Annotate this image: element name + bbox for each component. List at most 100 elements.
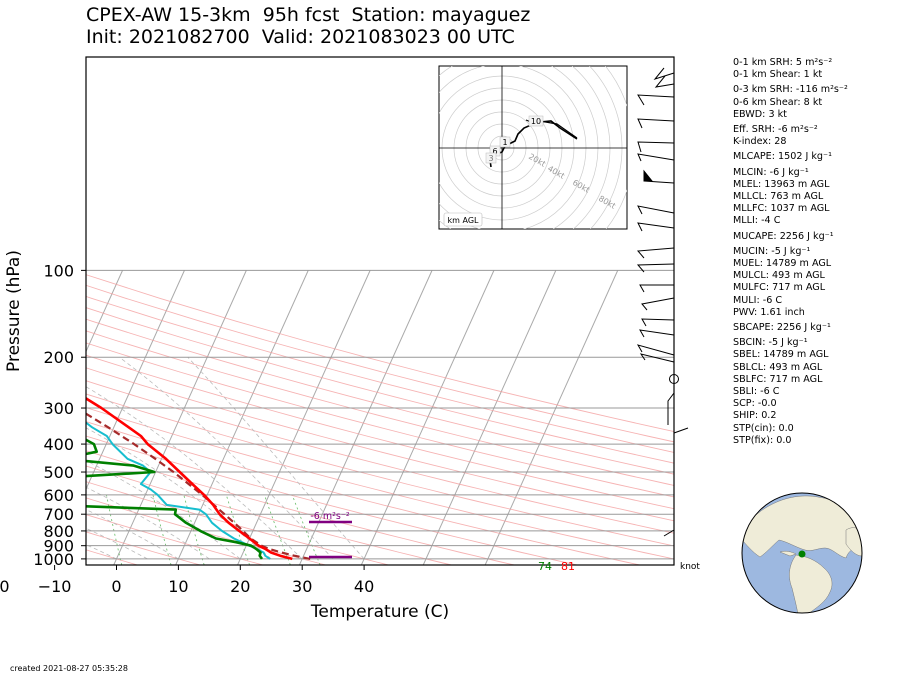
dry-adiabat <box>86 367 674 522</box>
index-line: STP(fix): 0.0 <box>733 434 792 446</box>
dry-adiabat <box>86 295 674 453</box>
plot-frame <box>85 56 675 566</box>
isotherm <box>422 270 557 565</box>
wind-barb <box>653 67 675 80</box>
globe-land-south-america <box>789 554 833 613</box>
x-tick-label: 10 <box>168 577 188 596</box>
index-line: SBLFC: 717 m AGL <box>733 373 823 385</box>
index-line: STP(cin): 0.0 <box>733 422 794 434</box>
index-line: MLEL: 13963 m AGL <box>733 178 830 190</box>
wind-barb <box>639 284 674 293</box>
mixing-ratio-line <box>291 494 321 565</box>
dry-adiabat <box>86 380 674 534</box>
index-line: SCP: -0.0 <box>733 398 777 410</box>
location-globe <box>741 492 863 614</box>
y-tick-label: 700 <box>43 505 74 524</box>
dry-adiabat <box>86 342 674 498</box>
indices-panel: 0-1 km SRH: 5 m²s⁻² 0-1 km Shear: 1 kt 0-3… <box>733 57 848 447</box>
x-tick-label: −20 <box>0 577 10 596</box>
title-line-2: Init: 2021082700 Valid: 2021083023 00 UT… <box>86 26 515 48</box>
index-line: 0-1 km SRH: 5 m²s⁻² <box>733 57 833 68</box>
index-line: MLLCL: 763 m AGL <box>733 191 824 203</box>
wind-barb <box>641 318 675 327</box>
index-line: Eff. SRH: -6 m²s⁻² <box>733 124 818 136</box>
wind-barb-flag <box>643 169 654 182</box>
globe-outline <box>741 492 863 614</box>
dry-adiabat <box>86 514 264 565</box>
hodo-corner-box <box>443 212 483 227</box>
x-tick-label: 20 <box>230 577 250 596</box>
hodo-height-box <box>499 136 511 148</box>
y-tick-label: 300 <box>43 399 74 418</box>
dry-adiabat <box>86 407 674 560</box>
isotherm <box>298 270 433 565</box>
y-tick-label: 1000 <box>33 550 74 569</box>
isotherm <box>484 270 619 565</box>
index-line: MUCAPE: 2256 J kg⁻¹ <box>733 230 834 242</box>
isotherm <box>86 270 123 353</box>
index-line: MLCIN: -6 J kg⁻¹ <box>733 166 809 178</box>
dry-adiabat <box>86 330 674 486</box>
x-tick-label: −10 <box>38 577 72 596</box>
hodo-height-label: 1 <box>502 138 507 147</box>
x-tick-label: 40 <box>354 577 374 596</box>
hodo-height-label: 10 <box>531 117 541 126</box>
eff-srh-label: -6 m²s⁻² <box>310 511 350 522</box>
created-timestamp: created 2021-08-27 05:35:28 <box>10 664 128 673</box>
dry-adiabat <box>86 274 674 433</box>
dry-adiabat <box>86 318 674 475</box>
index-line: MLLI: -4 C <box>733 215 781 227</box>
index-line: MULCL: 493 m AGL <box>733 270 825 282</box>
index-line: MULI: -6 C <box>733 294 783 306</box>
y-axis-label: Pressure (hPa) <box>4 250 24 372</box>
dewpoint-line <box>86 438 264 560</box>
mixing-ratio-line <box>106 494 123 565</box>
pressure-grid <box>86 269 674 560</box>
mixing-ratio-line <box>264 494 291 565</box>
index-line: SHIP: 0.2 <box>733 410 777 422</box>
wind-barb <box>639 329 675 338</box>
wind-barb <box>641 297 675 311</box>
wind-barb <box>636 263 675 273</box>
wind-barb <box>639 353 675 363</box>
dry-adiabat <box>86 393 674 547</box>
wind-barb <box>637 118 675 129</box>
isotherm <box>360 270 495 565</box>
wind-barbs <box>636 67 689 537</box>
y-tick-label: 500 <box>43 463 74 482</box>
moist-adiabat <box>86 460 241 560</box>
effective-inflow-layer: -6 m²s⁻² <box>309 511 352 559</box>
x-tick-label: 0 <box>111 577 121 596</box>
isotherm <box>175 270 309 565</box>
dry-adiabat <box>86 284 674 443</box>
wind-barb <box>654 75 675 88</box>
moist-adiabat <box>0 357 24 559</box>
wind-barb <box>673 427 689 434</box>
y-tick-label: 900 <box>43 537 74 556</box>
index-line: 0-6 km Shear: 8 kt <box>733 96 823 108</box>
dry-adiabat <box>86 531 201 565</box>
x-axis-label: Temperature (C) <box>310 602 449 622</box>
y-tick-label: 800 <box>43 522 74 541</box>
y-tick-label: 400 <box>43 435 74 454</box>
hodograph-inset: 20kt 40kt 60kt 80kt 10 1 6 3 km AGL <box>438 65 628 230</box>
index-line: SBCAPE: 2256 J kg⁻¹ <box>733 322 831 334</box>
dry-adiabat <box>86 354 674 510</box>
index-line: MUEL: 14789 m AGL <box>733 258 832 270</box>
hodo-height-label: 6 <box>492 147 497 156</box>
surface-temperature-label: 81 <box>561 560 575 573</box>
index-line: SBLCL: 493 m AGL <box>733 361 823 373</box>
wind-barb <box>637 205 675 215</box>
wind-barb <box>637 153 675 162</box>
moist-adiabat <box>86 509 179 560</box>
hodo-corner-label: km AGL <box>448 216 480 225</box>
hodo-height-box <box>485 152 497 164</box>
wind-barb <box>636 247 675 259</box>
dry-adiabat <box>86 450 515 565</box>
y-tick-label: 100 <box>43 261 74 280</box>
hodo-height-box <box>528 115 544 127</box>
index-line: MLCAPE: 1502 J kg⁻¹ <box>733 151 832 163</box>
dry-adiabat <box>86 435 577 565</box>
mixing-ratio-line <box>183 494 205 565</box>
isotherm <box>113 270 247 565</box>
